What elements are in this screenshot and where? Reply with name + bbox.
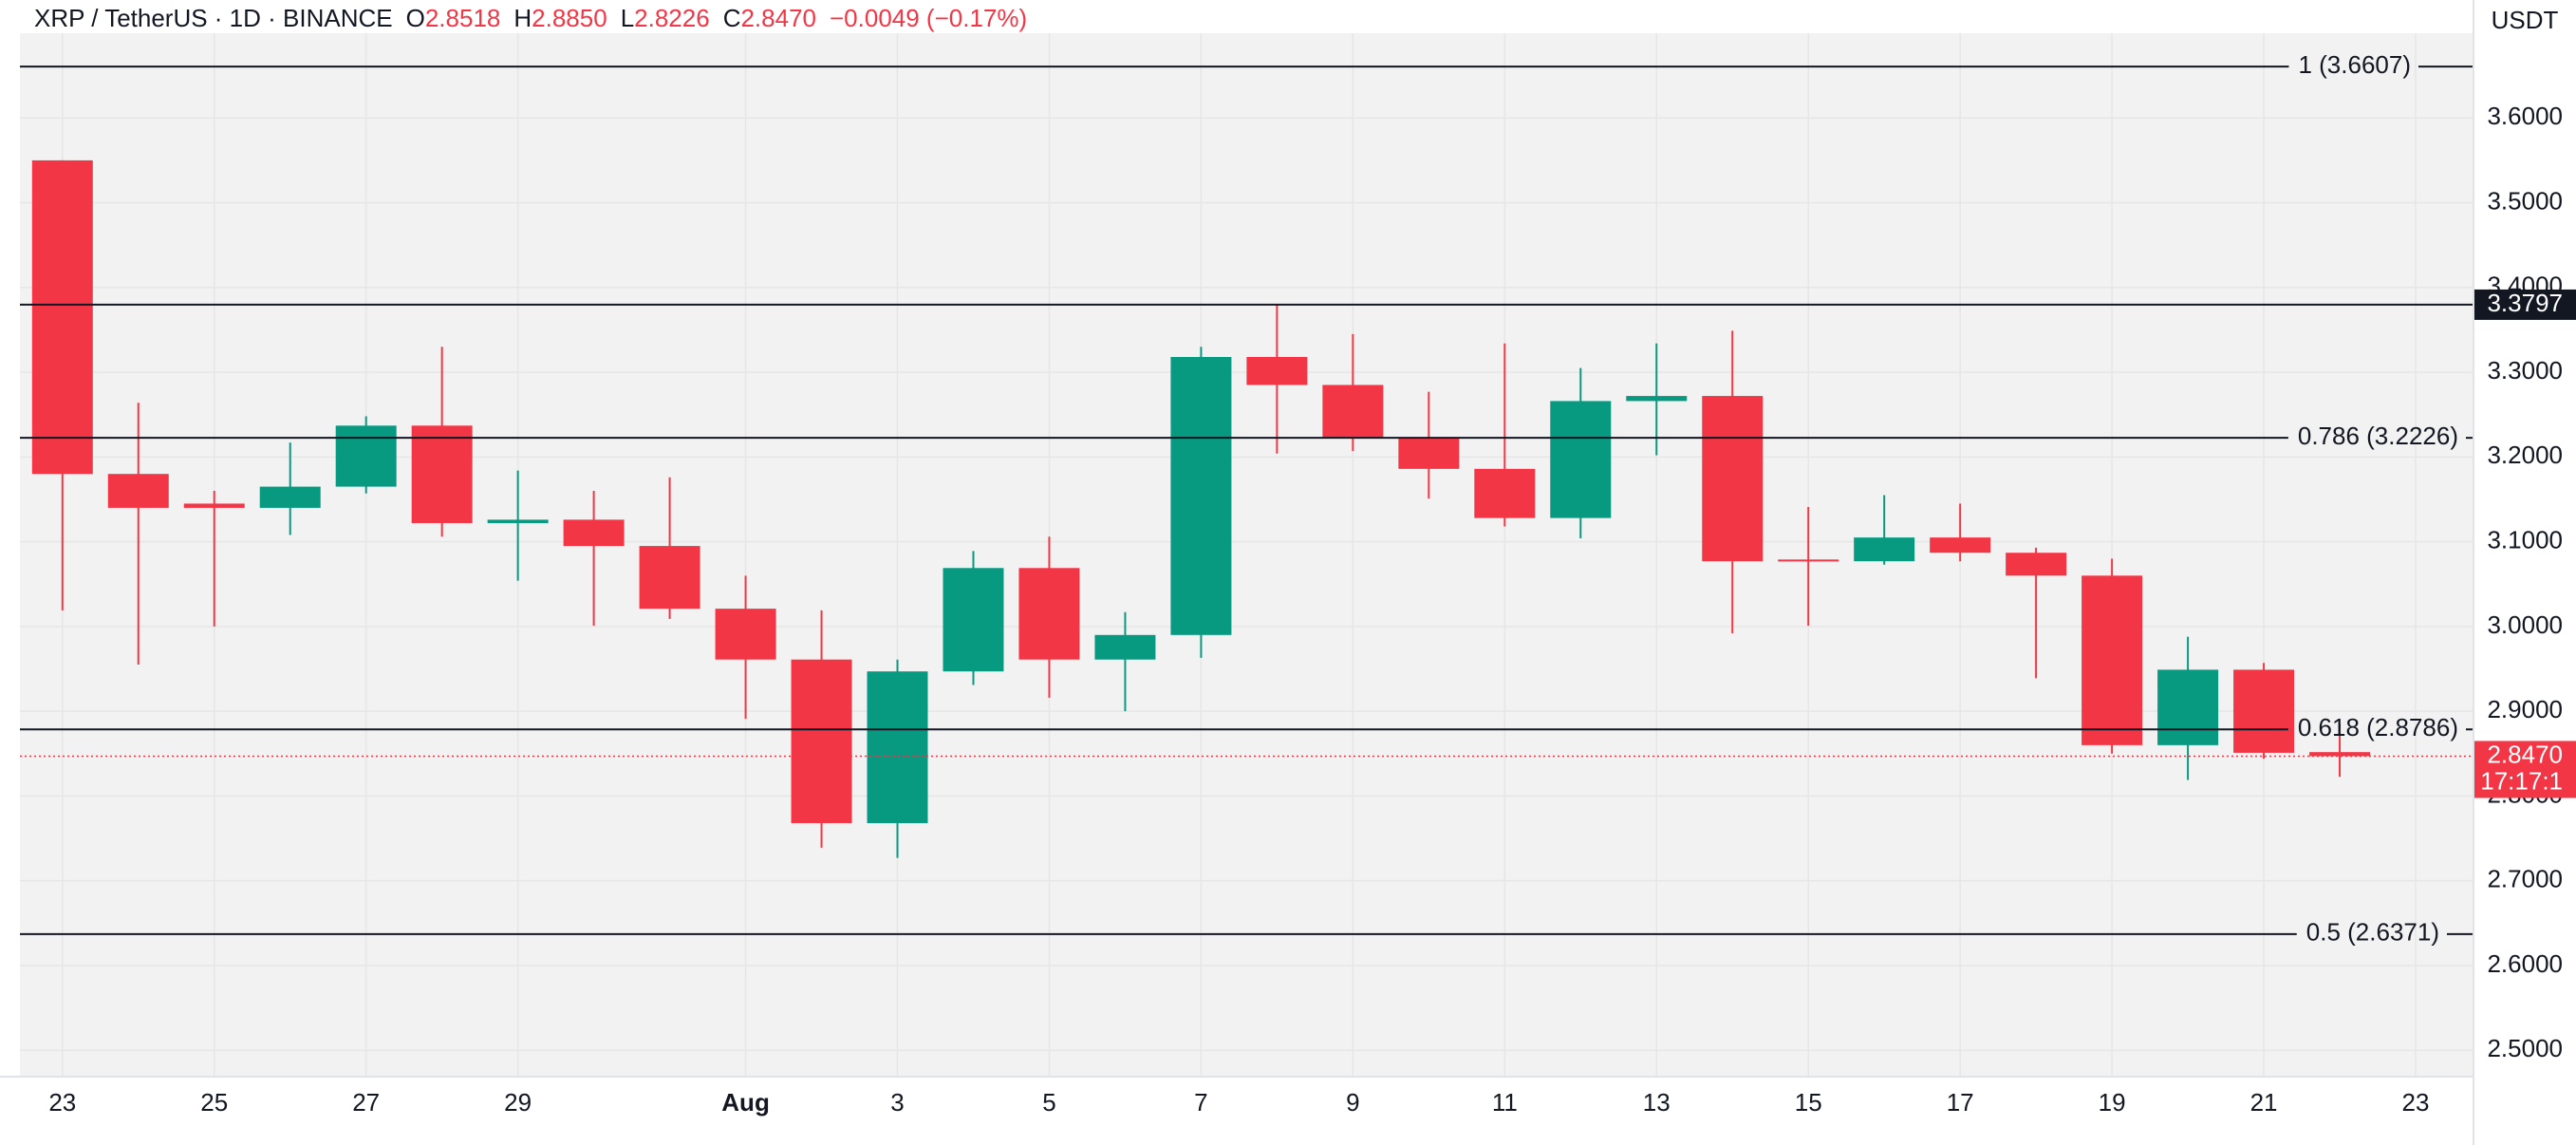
candle-body — [1702, 396, 1764, 562]
countdown: 17:17:1 — [2480, 766, 2563, 795]
candle-body — [107, 474, 169, 508]
y-tick-label: 3.3000 — [2487, 356, 2563, 385]
fib-label: 0.618 (2.8786) — [2298, 713, 2458, 741]
high-value: 2.8850 — [532, 4, 607, 32]
c-label: C — [723, 4, 741, 32]
change: −0.0049 (−0.17%) — [830, 4, 1027, 32]
open-value: 2.8518 — [425, 4, 501, 32]
x-tick-label: 27 — [352, 1088, 380, 1117]
candle-body — [791, 659, 852, 823]
candle-body — [31, 160, 93, 475]
x-tick-label: 15 — [1795, 1088, 1822, 1117]
fib-label: 0.5 (2.6371) — [2306, 918, 2439, 947]
candle-body — [1930, 537, 1991, 554]
x-tick-label: 29 — [504, 1088, 532, 1117]
x-tick-label: 25 — [200, 1088, 228, 1117]
candle-body — [1018, 568, 1080, 660]
marks — [31, 160, 2371, 858]
y-tick-label: 3.1000 — [2487, 525, 2563, 554]
candle-body — [1398, 437, 1460, 469]
y-tick-label: 3.2000 — [2487, 441, 2563, 469]
x-tick-label: 21 — [2250, 1088, 2278, 1117]
candle-body — [2006, 553, 2067, 576]
close-value: 2.8470 — [740, 4, 816, 32]
x-tick-label: 17 — [1947, 1088, 1974, 1117]
plot-background — [20, 33, 2473, 1076]
candle-body — [1094, 634, 1156, 660]
marker-label: 3.3797 — [2487, 289, 2563, 317]
candle-body — [1474, 468, 1536, 518]
current-price-label: 2.8470 — [2487, 740, 2563, 768]
candle-body — [867, 671, 928, 823]
y-tick-label: 3.0000 — [2487, 610, 2563, 639]
x-tick-label: 23 — [2402, 1088, 2430, 1117]
candle-body — [259, 486, 321, 508]
x-tick-label: 13 — [1643, 1088, 1671, 1117]
x-tick-label: Aug — [721, 1088, 770, 1117]
candle-body — [2309, 752, 2371, 757]
candle-body — [1246, 357, 1308, 385]
candle-body — [1170, 357, 1232, 635]
x-tick-label: 3 — [890, 1088, 904, 1117]
h-label: H — [513, 4, 532, 32]
candle-body — [943, 568, 1004, 672]
candle-body — [2233, 669, 2295, 753]
x-tick-label: 9 — [1346, 1088, 1359, 1117]
x-tick-label: 19 — [2099, 1088, 2126, 1117]
candle-body — [1550, 401, 1612, 518]
o-label: O — [406, 4, 425, 32]
candle-body — [715, 609, 776, 660]
candle-body — [2081, 575, 2143, 745]
candle-body — [183, 503, 245, 508]
price-axis-border — [2473, 0, 2474, 1145]
candle-body — [639, 546, 700, 610]
time-axis-border — [0, 1076, 2473, 1078]
l-label: L — [621, 4, 634, 32]
fib-label: 0.786 (3.2226) — [2298, 422, 2458, 450]
candle-body — [487, 519, 549, 523]
y-tick-label: 2.5000 — [2487, 1034, 2563, 1062]
y-tick-label: 2.6000 — [2487, 949, 2563, 978]
candle-body — [1854, 537, 1915, 562]
current-price-bg — [2474, 741, 2576, 798]
y-tick-label: 3.5000 — [2487, 186, 2563, 215]
candle-body — [411, 425, 473, 523]
fib-label: 1 (3.6607) — [2298, 50, 2411, 79]
candle-body — [1626, 396, 1688, 402]
y-tick-label: 2.9000 — [2487, 695, 2563, 723]
x-tick-label: 23 — [48, 1088, 76, 1117]
candle-body — [1778, 559, 1839, 562]
candle-body — [563, 519, 625, 547]
candle-body — [1322, 385, 1384, 438]
header: XRP / TetherUS · 1D · BINANCE O2.8518 H2.8… — [34, 4, 1027, 32]
candle-body — [2157, 669, 2219, 745]
x-tick-label: 7 — [1194, 1088, 1207, 1117]
marker-label-bg — [2474, 289, 2576, 320]
y-tick-label: 3.6000 — [2487, 102, 2563, 130]
candle-body — [335, 425, 397, 487]
symbol: XRP / TetherUS · 1D · BINANCE — [34, 4, 393, 32]
y-tick-label: 2.7000 — [2487, 865, 2563, 893]
x-tick-label: 5 — [1042, 1088, 1055, 1117]
x-tick-label: 11 — [1492, 1088, 1518, 1117]
unit: USDT — [2492, 6, 2559, 34]
low-value: 2.8226 — [634, 4, 710, 32]
